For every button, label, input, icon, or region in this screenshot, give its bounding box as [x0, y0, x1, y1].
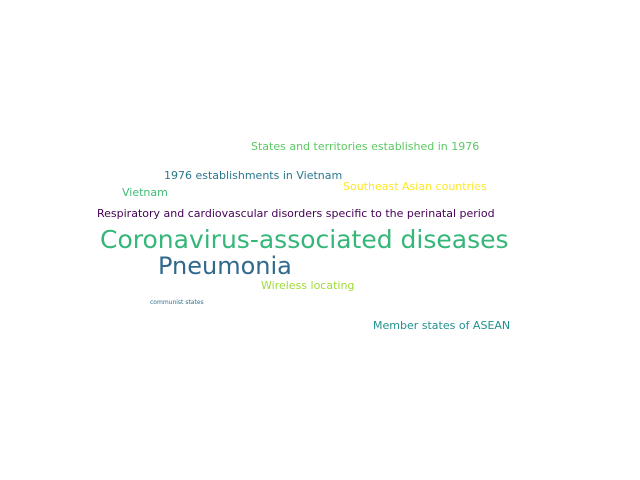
- word-states-territories-1976: States and territories established in 19…: [251, 140, 480, 153]
- word-1976-establishments-vietnam: 1976 establishments in Vietnam: [164, 169, 343, 182]
- word-vietnam: Vietnam: [122, 186, 168, 199]
- word-respiratory-cardiovascular-disorders: Respiratory and cardiovascular disorders…: [97, 207, 495, 220]
- word-coronavirus-associated-diseases: Coronavirus-associated diseases: [100, 225, 509, 254]
- word-southeast-asian-countries: Southeast Asian countries: [343, 180, 487, 193]
- word-pneumonia: Pneumonia: [158, 252, 292, 280]
- word-wireless-locating: Wireless locating: [261, 279, 355, 292]
- word-member-states-asean: Member states of ASEAN: [373, 319, 511, 332]
- word-communist-states: communist states: [150, 299, 204, 306]
